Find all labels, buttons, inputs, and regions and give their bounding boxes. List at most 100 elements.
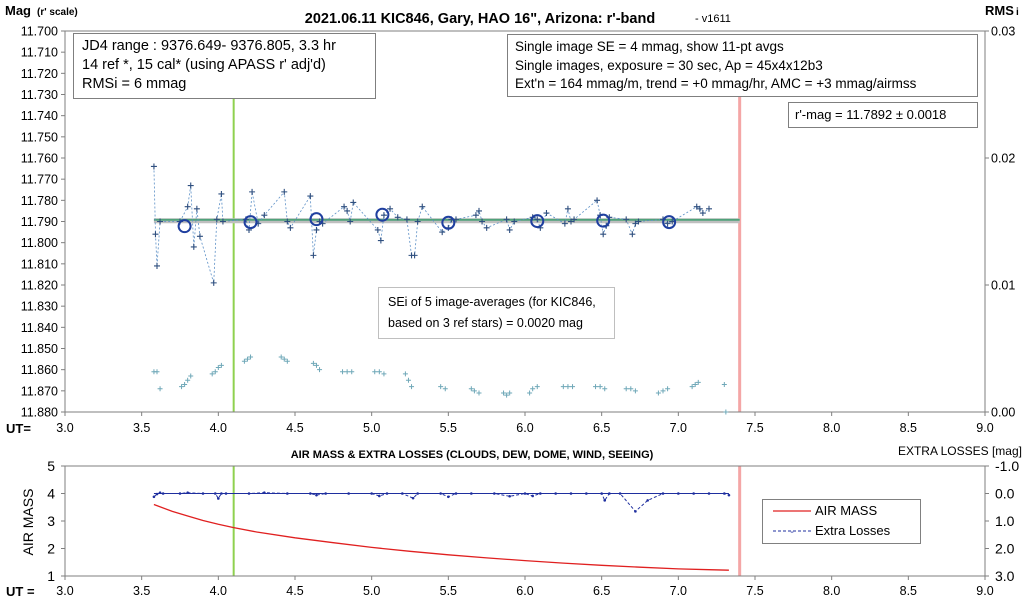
single-image-se-text: Single image SE = 4 mmag, show 11-pt avg… [515,39,784,54]
rms-point [349,369,355,375]
rms-point [244,356,250,362]
extra-losses-point [155,492,159,496]
single-image-point [344,207,351,214]
extra-losses-point [324,492,327,495]
losses-tick-label: 3.0 [995,568,1015,584]
single-image-point [377,237,384,244]
extra-losses-point [603,499,607,502]
x-tick-label: 8.0 [823,584,840,598]
single-image-point [483,224,490,231]
x-tick-label: 9.0 [976,421,993,435]
single-image-point [571,216,578,223]
average-point [530,214,545,229]
y2-tick-label: 0.02 [991,152,1015,166]
rms-point [154,369,160,375]
losses-tick-label: -1.0 [995,458,1019,474]
y-tick-label: 11.730 [21,88,58,102]
y2-tick-label: 0.00 [991,406,1015,420]
extra-losses-point [370,492,373,495]
rms-point [602,386,608,392]
airmass-tick-label: 3 [47,513,55,529]
info-box-right: Single image SE = 4 mmag, show 11-pt avg… [507,34,978,97]
y-tick-label: 11.840 [21,321,58,335]
sei-note-line-1: SEi of 5 image-averages (for KIC846, [388,295,596,309]
y-tick-label: 11.800 [21,236,58,250]
extra-losses-point [220,492,223,495]
rms-point [281,356,287,362]
single-image-point [414,218,421,225]
extra-losses-point [178,492,182,495]
extra-losses-point [201,492,205,495]
rms-point [507,390,513,396]
extra-losses-point [309,492,312,495]
x-tick-label: 4.0 [210,421,227,435]
x-tick-label: 6.5 [593,421,610,435]
extinction-text: Ext'n = 164 mmag/m, trend = +0 mmag/hr, … [515,76,917,91]
single-image-point [187,182,194,189]
rms-point [501,390,507,396]
single-image-point [476,207,482,214]
sei-note-box: SEi of 5 image-averages (for KIC846, bas… [378,287,615,339]
x-tick-label: 6.5 [593,584,610,598]
single-image-point [543,210,550,217]
airmass-tick-label: 4 [47,486,55,502]
rms-point [597,384,603,390]
single-image-point [313,226,320,233]
rms-point [468,386,474,392]
sei-note-line-2: based on 3 ref stars) = 0.0020 mag [388,316,583,330]
single-image-point [629,231,636,238]
y-tick-label: 11.770 [21,173,58,187]
rms-point [218,362,224,368]
single-image-point [568,218,574,225]
average-point [177,219,192,234]
extra-losses-point [152,495,156,499]
single-image-point [152,231,159,238]
extra-losses-point [247,492,251,495]
single-image-point [706,205,712,212]
x-tick-label: 7.0 [670,421,687,435]
average-point [243,215,258,230]
average-point [375,207,390,222]
single-image-point [699,210,706,217]
y-tick-label: 11.760 [21,152,58,166]
rms-point [527,390,533,396]
extra-losses-point [378,494,381,498]
y2-tick-label: 0.01 [991,279,1015,293]
rms-point [623,386,629,392]
x-tick-label: 3.0 [56,421,73,435]
x-tick-label: 8.5 [900,421,917,435]
rms-point [530,386,536,392]
rmag-result-box: r'-mag = 11.7892 ± 0.0018 [788,102,978,128]
airmass-tick-label: 1 [47,568,55,584]
x-axis-label-bottom: UT = [6,584,35,599]
extra-losses-point [158,491,162,494]
air-mass-line [153,503,729,571]
single-image-point [561,220,568,227]
single-image-point [347,218,354,225]
y2-tick-label: 0.03 [991,25,1015,39]
rms-point [689,384,695,390]
x-tick-label: 7.5 [746,421,763,435]
legend-extra-losses-label: Extra Losses [815,523,891,538]
lower-chart-title: AIR MASS & EXTRA LOSSES (CLOUDS, DEW, DO… [291,449,654,461]
airmass-tick-label: 2 [47,541,55,557]
single-image-point [419,203,426,210]
single-image-point [511,218,518,225]
y-tick-label: 11.720 [21,67,58,81]
single-image-point [350,199,357,206]
version-label: - v1611 [695,13,731,25]
extra-losses-point [661,492,665,495]
single-image-point [503,216,510,223]
y-tick-label: 11.820 [21,279,58,293]
single-image-point [696,205,703,212]
x-tick-label: 5.5 [440,421,457,435]
extra-losses-point [470,492,473,495]
rms-point [402,371,408,377]
losses-tick-label: 1.0 [995,513,1015,529]
extra-losses-point [401,492,404,495]
x-axis-label-top: UT= [6,421,31,436]
rms-point [284,358,290,364]
single-image-point [219,218,226,225]
x-tick-label: 3.5 [133,421,150,435]
rms-point [570,384,576,390]
